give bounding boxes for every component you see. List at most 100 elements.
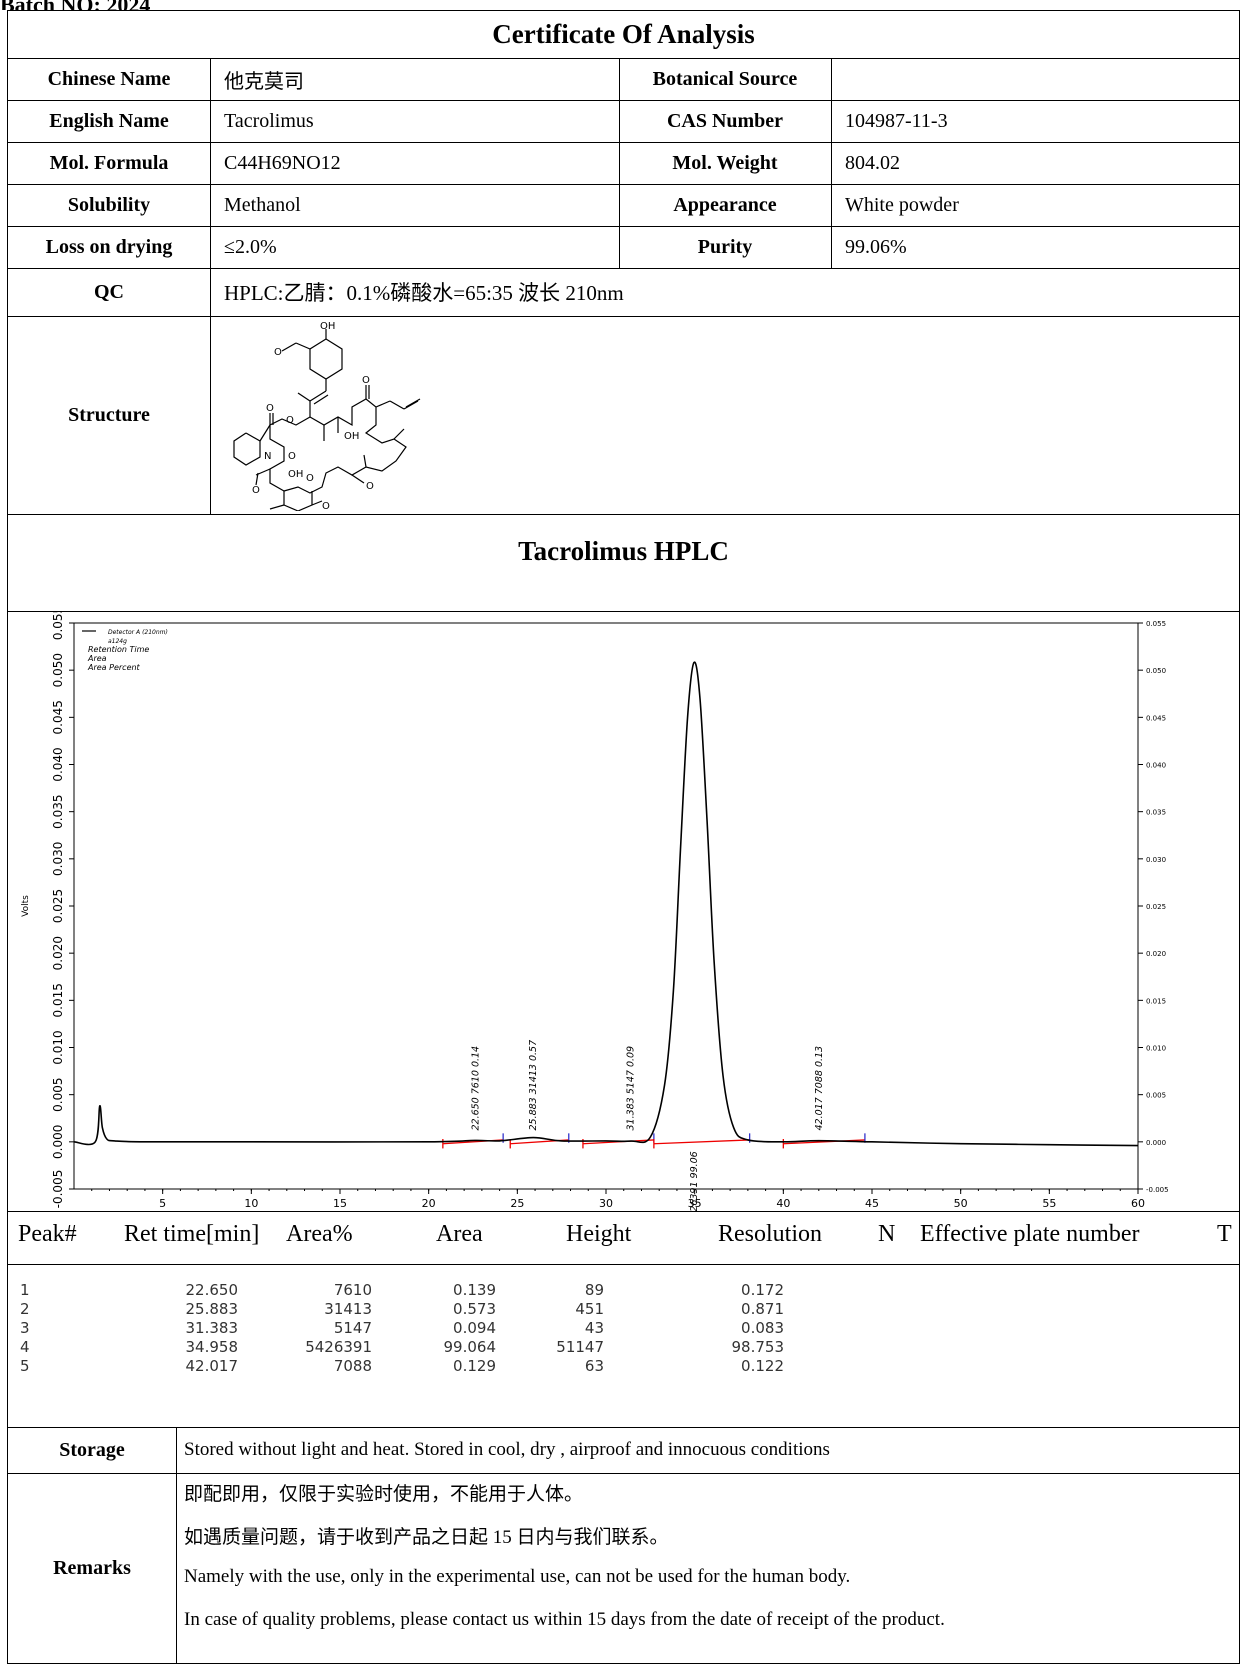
field-label: Mol. Weight bbox=[672, 151, 778, 174]
peak-table-cell: 22.650 bbox=[185, 1281, 239, 1299]
plot-frame bbox=[73, 622, 1139, 1190]
field-label: English Name bbox=[49, 109, 169, 132]
remark-line: Namely with the use, only in the experim… bbox=[184, 1566, 851, 1587]
x-tick-label: 20 bbox=[422, 1197, 436, 1210]
remark-line: 即配即用，仅限于实验时使用，不能用于人体。 bbox=[184, 1484, 584, 1505]
x-tick-label: 45 bbox=[865, 1197, 879, 1210]
y-tick-label: 0.035 bbox=[51, 794, 65, 828]
peak-table-cell: 1 bbox=[20, 1281, 30, 1299]
x-tick-label: 35 bbox=[688, 1197, 702, 1210]
peak-table-header: Peak# bbox=[18, 1221, 77, 1247]
field-value: ≤2.0% bbox=[224, 235, 277, 258]
x-tick-label: 30 bbox=[599, 1197, 613, 1210]
field-label: Chinese Name bbox=[47, 67, 171, 90]
atom-label: O bbox=[306, 473, 314, 484]
certificate-sheet: Certificate Of Analysis Chinese Name 他克莫司… bbox=[7, 10, 1240, 1664]
atom-label: O bbox=[322, 501, 330, 511]
qc-label: QC bbox=[94, 280, 124, 303]
y2-tick-label: 0.005 bbox=[1146, 1092, 1166, 1100]
peak-table-cell: 98.753 bbox=[731, 1338, 785, 1356]
x-tick-label: 10 bbox=[244, 1197, 258, 1210]
field-value: 99.06% bbox=[845, 235, 907, 258]
y-tick-label: 0.055 bbox=[51, 611, 65, 640]
x-tick-label: 5 bbox=[159, 1197, 166, 1210]
remark-line: In case of quality problems, please cont… bbox=[184, 1609, 945, 1630]
peak-table-cell: 34.958 bbox=[185, 1338, 239, 1356]
hplc-title: Tacrolimus HPLC bbox=[518, 536, 729, 566]
peak-table-cell: 99.064 bbox=[443, 1338, 497, 1356]
peak-table-header: Ret time[min] bbox=[124, 1221, 260, 1247]
remarks-label: Remarks bbox=[53, 1556, 131, 1579]
peak-table-cell: 0.129 bbox=[453, 1357, 496, 1375]
field-label: Purity bbox=[697, 235, 753, 258]
x-tick-label: 50 bbox=[954, 1197, 968, 1210]
peak-table-cell: 42.017 bbox=[185, 1357, 239, 1375]
tacrolimus-structure-diagram: OH O O O O OH N O OH O O O O bbox=[233, 321, 421, 511]
peak-table-cell: 0.871 bbox=[741, 1300, 784, 1318]
x-tick-label: 55 bbox=[1042, 1197, 1056, 1210]
peak-table-cell: 7610 bbox=[333, 1281, 372, 1299]
peak-table-cell: 5147 bbox=[333, 1319, 372, 1337]
field-label: Appearance bbox=[673, 193, 777, 216]
peak-table-cell: 0.139 bbox=[453, 1281, 496, 1299]
remark-line: 如遇质量问题，请于收到产品之日起 15 日内与我们联系。 bbox=[184, 1527, 669, 1548]
x-tick-label: 60 bbox=[1131, 1197, 1145, 1210]
peak-table-cell: 0.122 bbox=[741, 1357, 784, 1375]
peak-table-header: N bbox=[878, 1221, 896, 1247]
atom-label: N bbox=[264, 451, 271, 462]
y2-tick-label: -0.005 bbox=[1146, 1186, 1169, 1194]
legend-text: Area bbox=[87, 654, 107, 663]
field-label: CAS Number bbox=[666, 109, 784, 132]
y-axis-label: Volts bbox=[21, 895, 31, 917]
integration-baseline bbox=[653, 1139, 750, 1145]
atom-label: O bbox=[286, 415, 294, 426]
peak-table-cell: 31413 bbox=[324, 1300, 372, 1318]
legend-text: Retention Time bbox=[88, 645, 149, 654]
atom-label: O bbox=[362, 375, 370, 386]
peak-annotation: 34.958 5426391 99.06 bbox=[689, 1151, 700, 1211]
peak-table-cell: 43 bbox=[584, 1319, 604, 1337]
hplc-chromatogram: 5 10 15 20 25 30 35 40 45 50 55 60-0.005 -0.0050.000… bbox=[21, 611, 1169, 1211]
y-tick-label: 0.025 bbox=[51, 889, 65, 923]
y-tick-label: 0.040 bbox=[51, 747, 65, 781]
x-tick-label: 40 bbox=[776, 1197, 790, 1210]
peak-table-header: Area% bbox=[286, 1221, 353, 1247]
atom-label: O bbox=[266, 403, 274, 414]
y2-tick-label: 0.030 bbox=[1146, 856, 1166, 864]
atom-label: OH bbox=[288, 469, 303, 480]
field-label: Mol. Formula bbox=[49, 151, 169, 174]
legend-text: Area Percent bbox=[87, 663, 141, 672]
field-value: C44H69NO12 bbox=[224, 151, 341, 174]
y2-tick-label: 0.020 bbox=[1146, 950, 1166, 958]
structure-label: Structure bbox=[68, 403, 150, 426]
y2-tick-label: 0.025 bbox=[1146, 903, 1166, 911]
peak-table-cell: 89 bbox=[584, 1281, 604, 1299]
peak-table-cell: 51147 bbox=[556, 1338, 604, 1356]
peak-table-cell: 25.883 bbox=[185, 1300, 239, 1318]
y2-tick-label: 0.050 bbox=[1146, 667, 1166, 675]
peak-table-header: T bbox=[1217, 1221, 1232, 1247]
peak-table-cell: 0.083 bbox=[741, 1319, 784, 1337]
atom-label: O bbox=[274, 347, 282, 358]
peak-table-cell: 3 bbox=[20, 1319, 30, 1337]
field-value: 804.02 bbox=[845, 151, 900, 174]
peak-table-cell: 63 bbox=[584, 1357, 604, 1375]
peak-table-cell: 0.172 bbox=[741, 1281, 784, 1299]
y-tick-label: 0.015 bbox=[51, 983, 65, 1017]
field-value bbox=[831, 58, 1239, 100]
field-label: Botanical Source bbox=[652, 67, 798, 90]
peak-table-cell: 451 bbox=[575, 1300, 604, 1318]
field-label: Solubility bbox=[67, 193, 151, 216]
document-title: Certificate Of Analysis bbox=[492, 19, 755, 49]
y-tick-label: 0.010 bbox=[51, 1030, 65, 1064]
y-tick-label: 0.000 bbox=[51, 1125, 65, 1159]
peak-table-cell: 31.383 bbox=[185, 1319, 239, 1337]
y2-tick-label: 0.035 bbox=[1146, 809, 1166, 817]
atom-label: O bbox=[288, 451, 296, 462]
field-value: 104987-11-3 bbox=[845, 109, 948, 132]
x-tick-label: 25 bbox=[510, 1197, 524, 1210]
field-label: Loss on drying bbox=[45, 235, 173, 258]
y2-tick-label: 0.010 bbox=[1146, 1045, 1166, 1053]
peak-annotation: 25.883 31413 0.57 bbox=[528, 1040, 539, 1131]
peak-annotation: 42.017 7088 0.13 bbox=[814, 1046, 825, 1131]
